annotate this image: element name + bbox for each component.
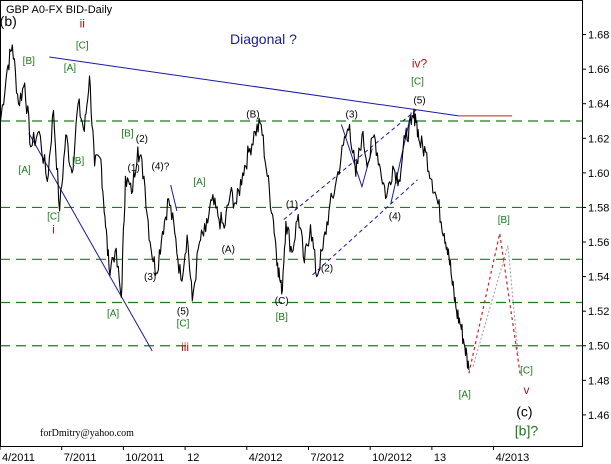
x-tick-label: 10/2012 [372,452,412,464]
wave-path-2 [170,184,178,212]
chart-subtitle: Diagonal ? [230,31,297,47]
wave-label: [C] [520,365,533,376]
y-tick-label: 1.66 [588,64,609,76]
y-axis: 1.46 1.48 1.50 1.52 1.54 1.56 1.58 1.60 1.62 1.64… [582,30,609,422]
wave-label: (3) [144,272,156,283]
x-tick-label: 4/2012 [249,452,283,464]
wave-label: (1) [286,199,298,210]
wave-label: [C] [47,212,60,223]
channel-line-1 [312,179,418,276]
y-tick-label: 1.50 [588,341,609,353]
y-tick-label: 1.64 [588,99,609,111]
x-tick-label: 7/2011 [64,452,97,464]
wave-label: (C) [275,296,289,307]
wave-label: (4) [389,212,401,223]
x-tick-label: 12 [187,452,199,464]
wave-label: (c) [516,404,532,420]
y-tick-label: 1.52 [588,306,609,318]
wave-label: [A] [64,63,76,74]
wave-label: (4)? [152,161,170,172]
wave-label: (A) [222,244,235,255]
wave-label: [C] [76,40,89,51]
wave-label: [B] [72,156,84,167]
y-tick-label: 1.60 [588,168,609,180]
x-tick-label: 4/2011 [2,452,35,464]
projection-alt-path [472,245,519,367]
wave-label: v [523,383,529,397]
wave-label: [B] [121,129,133,140]
wave-label: (2) [321,263,333,274]
wave-label-layer: (b)[B]ii[C][A][B] (2)[B][A] (1) (4)?[C]i(3)… [0,13,538,439]
wave-label: [A] [19,165,31,176]
wave-label: [C] [411,77,424,88]
y-tick-label: 1.58 [588,202,609,214]
chart-title: GBP A0-FX BID-Daily [6,4,113,16]
y-tick-label: 1.46 [588,410,609,422]
lower-wedge-line [28,132,153,352]
price-series [0,44,470,370]
upper-wedge-line [49,56,459,117]
wave-label: (5) [413,96,425,107]
plot-frame [0,0,583,447]
y-tick-label: 1.62 [588,133,609,145]
footer-credit: forDmitry@yahoo.com [40,428,134,439]
x-axis: 4/2011 7/2011 10/2011 12 4/2012 7/2012 10/2012… [0,446,529,464]
wave-label: i [52,222,55,236]
price-line [0,44,470,370]
x-tick-label: 10/2011 [125,452,164,464]
x-tick-label: 4/2013 [496,452,530,464]
wave-label: ii [80,17,85,31]
wave-label: [A] [107,308,119,319]
wave-label: [B] [23,56,35,67]
y-tick-label: 1.56 [588,237,609,249]
wave-label: [b]? [515,423,539,439]
y-tick-label: 1.48 [588,375,609,387]
channel-line-0 [283,108,418,220]
wave-path-1 [390,112,412,205]
wave-label: [A] [459,390,471,401]
wave-label: (5) [177,307,189,318]
y-tick-label: 1.68 [588,30,609,42]
wave-label: (B) [246,110,259,121]
wave-label: [B] [498,215,510,226]
x-tick-label: 13 [434,452,446,464]
wave-label: [B] [276,312,288,323]
wave-label: (3) [346,110,358,121]
wave-label: [A] [193,177,205,188]
wave-label: (b) [0,13,17,29]
wave-label: (2) [136,134,148,145]
y-tick-label: 1.54 [588,272,609,284]
wave-label: iii [181,340,189,354]
wave-label: [C] [177,319,190,330]
x-tick-label: 7/2012 [310,452,344,464]
wave-label: iv? [412,56,428,70]
wave-label: (1) [128,163,140,174]
